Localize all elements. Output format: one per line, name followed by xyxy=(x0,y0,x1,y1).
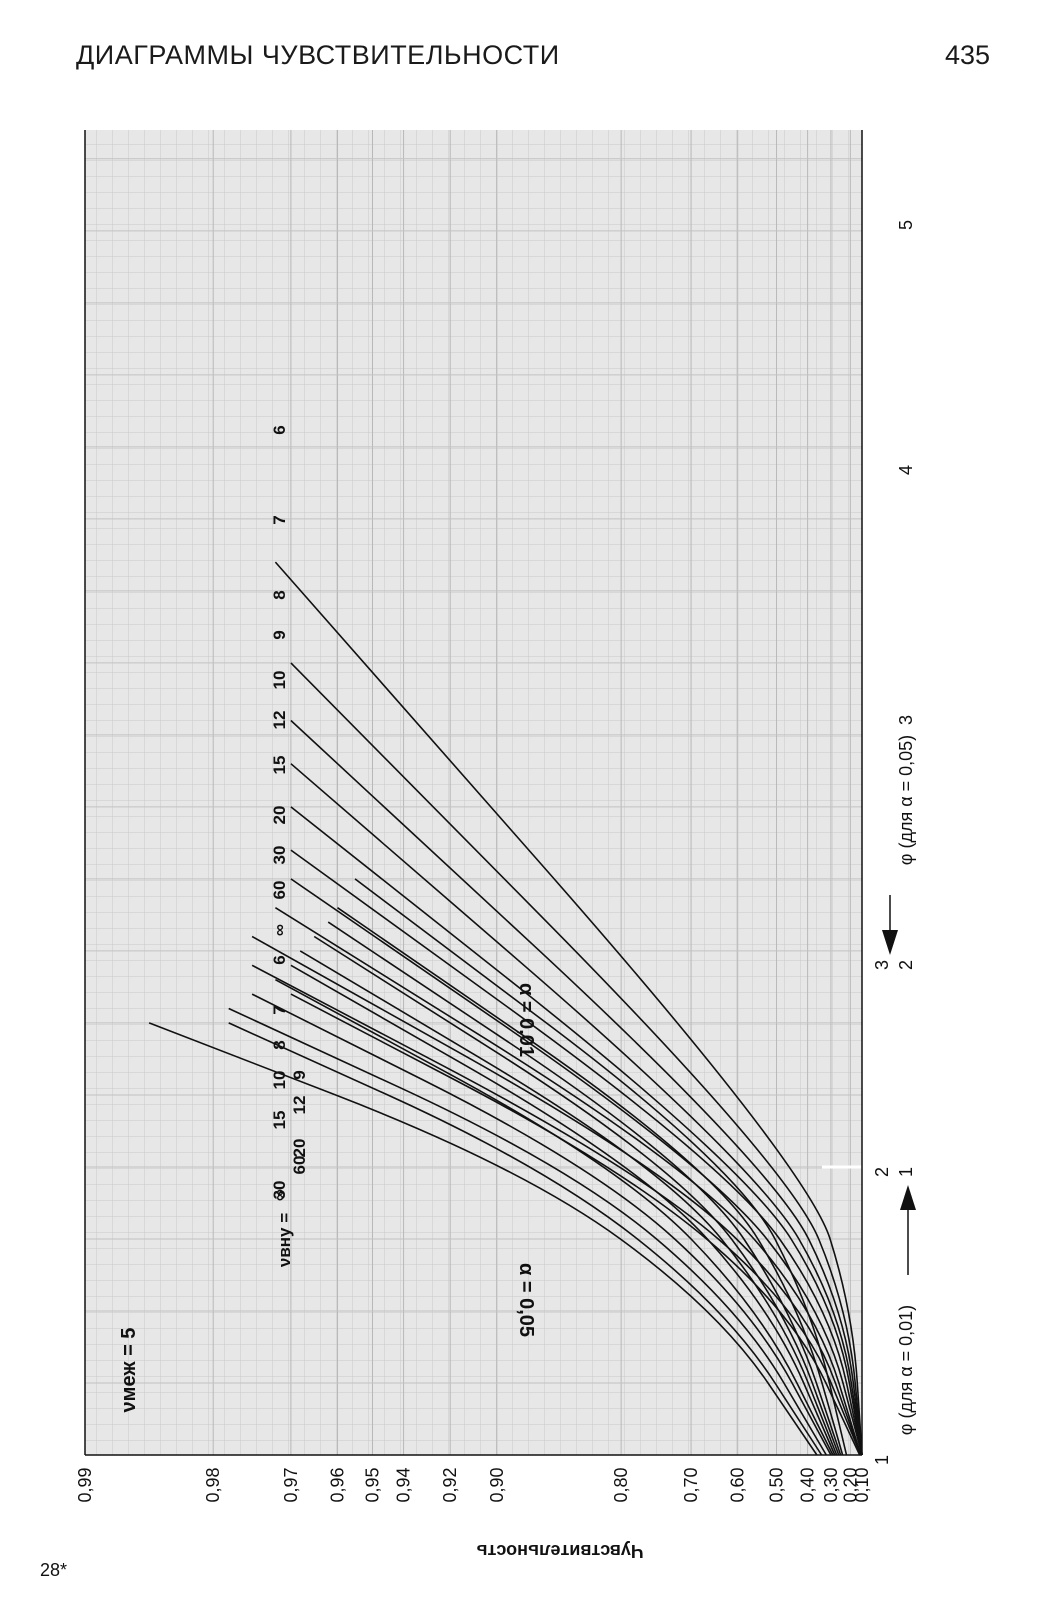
curve-label-alpha005-top: 8 xyxy=(270,1040,289,1049)
alpha001-curve-9 xyxy=(290,662,863,1456)
alpha001-curve-10 xyxy=(274,561,863,1456)
alpha001-curve-1 xyxy=(251,964,862,1456)
phi-arrowhead-alpha001 xyxy=(900,1185,916,1210)
curve-label-alpha001: 15 xyxy=(270,756,289,775)
page-number: 435 xyxy=(944,40,990,70)
power-tick-label: 0,80 xyxy=(611,1467,631,1502)
phi-tick-alpha001: 1 xyxy=(872,1455,892,1465)
plot-area xyxy=(85,130,862,1455)
phi-tick-alpha001: 3 xyxy=(872,960,892,970)
power-tick-label: 0,95 xyxy=(362,1467,382,1502)
curve-label-alpha001: 6 xyxy=(270,425,289,434)
curve-label-alpha005-bottom: 9 xyxy=(290,1070,309,1079)
phi-tick-alpha005: 1 xyxy=(896,1167,916,1177)
power-tick-label: 0,70 xyxy=(681,1467,701,1502)
alpha005-curve-0 xyxy=(148,1022,818,1456)
power-tick-label: 0,30 xyxy=(821,1467,841,1502)
phi-tick-alpha005: 4 xyxy=(896,465,916,475)
alpha001-curve-0 xyxy=(290,993,861,1456)
alpha001-curve-7 xyxy=(290,763,863,1456)
curve-label-alpha005-bottom: 60 xyxy=(290,1156,309,1175)
alpha005-curve-7 xyxy=(313,935,840,1456)
annotation-alpha-001: α = 0,01 xyxy=(515,983,537,1057)
curve-label-alpha005-bottom: 12 xyxy=(290,1096,309,1115)
curve-label-alpha001: 8 xyxy=(270,590,289,599)
curve-label-alpha001: 9 xyxy=(270,630,289,639)
power-tick-label: 0,99 xyxy=(75,1467,95,1502)
y-axis-title: Чувствительность xyxy=(476,1541,643,1561)
alpha005-curve-10 xyxy=(354,878,848,1456)
page-header: ДИАГРАММЫ ЧУВСТВИТЕЛЬНОСТИ 435 xyxy=(76,40,990,80)
curve-label-alpha005-top: ∞ xyxy=(270,1189,289,1201)
alpha005-curve-3 xyxy=(251,993,832,1456)
page-title: ДИАГРАММЫ ЧУВСТВИТЕЛЬНОСТИ xyxy=(76,40,560,70)
power-tick-label: 0,40 xyxy=(798,1467,818,1502)
curve-label-alpha001: 7 xyxy=(270,515,289,524)
annotation-v-between: νмеж = 5 xyxy=(118,1328,140,1413)
phi-tick-alpha001: 2 xyxy=(872,1167,892,1177)
curve-label-alpha001: 10 xyxy=(270,671,289,690)
phi-tick-alpha005: 5 xyxy=(896,220,916,230)
phi-axis-title-alpha001: φ (для α = 0,01) xyxy=(896,1305,916,1435)
annotation-v-within: νвну = xyxy=(275,1213,294,1267)
alpha001-curve-8 xyxy=(290,719,863,1456)
curve-label-alpha005-top: 7 xyxy=(270,1005,289,1014)
alpha001-curve-5 xyxy=(290,849,863,1456)
power-tick-label: 0,98 xyxy=(203,1467,223,1502)
power-tick-label: 0,90 xyxy=(487,1467,507,1502)
power-tick-label: 0,60 xyxy=(728,1467,748,1502)
alpha001-curve-4 xyxy=(290,878,863,1456)
power-tick-label: 0,20 xyxy=(840,1467,860,1502)
alpha001-curve-2 xyxy=(251,935,862,1456)
phi-arrowhead-alpha005 xyxy=(882,930,898,955)
curve-label-alpha005-bottom: 20 xyxy=(290,1139,309,1158)
power-tick-label: 0,97 xyxy=(281,1467,301,1502)
curve-label-alpha005-top: 30 xyxy=(270,1181,289,1200)
alpha005-curve-5 xyxy=(290,964,836,1456)
curve-label-alpha001: 30 xyxy=(270,846,289,865)
alpha005-curve-2 xyxy=(228,1007,827,1456)
alpha001-curve-3 xyxy=(274,907,862,1456)
curve-label-alpha005-top: 6 xyxy=(270,955,289,964)
alpha005-curve-8 xyxy=(327,921,842,1456)
curve-label-alpha001: 12 xyxy=(270,711,289,730)
phi-axis-title-alpha005: φ (для α = 0,05) xyxy=(896,735,916,865)
curve-label-alpha005-top: 10 xyxy=(270,1071,289,1090)
alpha005-curve-1 xyxy=(228,1022,823,1456)
power-tick-label: 0,10 xyxy=(852,1467,872,1502)
power-tick-label: 0,96 xyxy=(328,1467,348,1502)
curve-label-alpha001: 20 xyxy=(270,806,289,825)
curve-label-alpha005-top: 15 xyxy=(270,1111,289,1130)
power-tick-label: 0,94 xyxy=(394,1467,414,1502)
alpha005-curve-6 xyxy=(299,950,838,1456)
page-signature: 28* xyxy=(40,1560,68,1580)
power-tick-label: 0,50 xyxy=(767,1467,787,1502)
curve-label-alpha001: ∞ xyxy=(270,924,289,936)
phi-tick-alpha005: 3 xyxy=(896,715,916,725)
power-tick-label: 0,92 xyxy=(440,1467,460,1502)
phi-tick-alpha005: 2 xyxy=(896,960,916,970)
annotation-alpha-005: α = 0,05 xyxy=(515,1263,537,1337)
curve-label-alpha001: 60 xyxy=(270,881,289,900)
alpha001-curve-6 xyxy=(290,806,863,1456)
